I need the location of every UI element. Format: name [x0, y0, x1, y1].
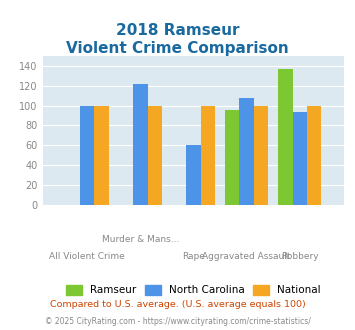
Text: © 2025 CityRating.com - https://www.cityrating.com/crime-statistics/: © 2025 CityRating.com - https://www.city… [45, 317, 310, 326]
Text: Murder & Mans...: Murder & Mans... [102, 235, 179, 244]
Bar [239, 98, 254, 205]
Bar [148, 106, 162, 205]
Text: Violent Crime Comparison: Violent Crime Comparison [66, 41, 289, 56]
Legend: Ramseur, North Carolina, National: Ramseur, North Carolina, National [62, 281, 325, 300]
Text: Robbery: Robbery [281, 252, 318, 261]
Bar [307, 106, 321, 205]
Text: 2018 Ramseur: 2018 Ramseur [116, 23, 239, 38]
Text: Compared to U.S. average. (U.S. average equals 100): Compared to U.S. average. (U.S. average … [50, 300, 305, 309]
Text: All Violent Crime: All Violent Crime [49, 252, 125, 261]
Bar [80, 106, 94, 205]
Bar [133, 84, 148, 205]
Bar [293, 112, 307, 205]
Bar [278, 69, 293, 205]
Text: Rape: Rape [182, 252, 205, 261]
Bar [94, 106, 109, 205]
Bar [225, 110, 239, 205]
Bar [201, 106, 215, 205]
Text: Aggravated Assault: Aggravated Assault [202, 252, 291, 261]
Bar [186, 145, 201, 205]
Bar [254, 106, 268, 205]
